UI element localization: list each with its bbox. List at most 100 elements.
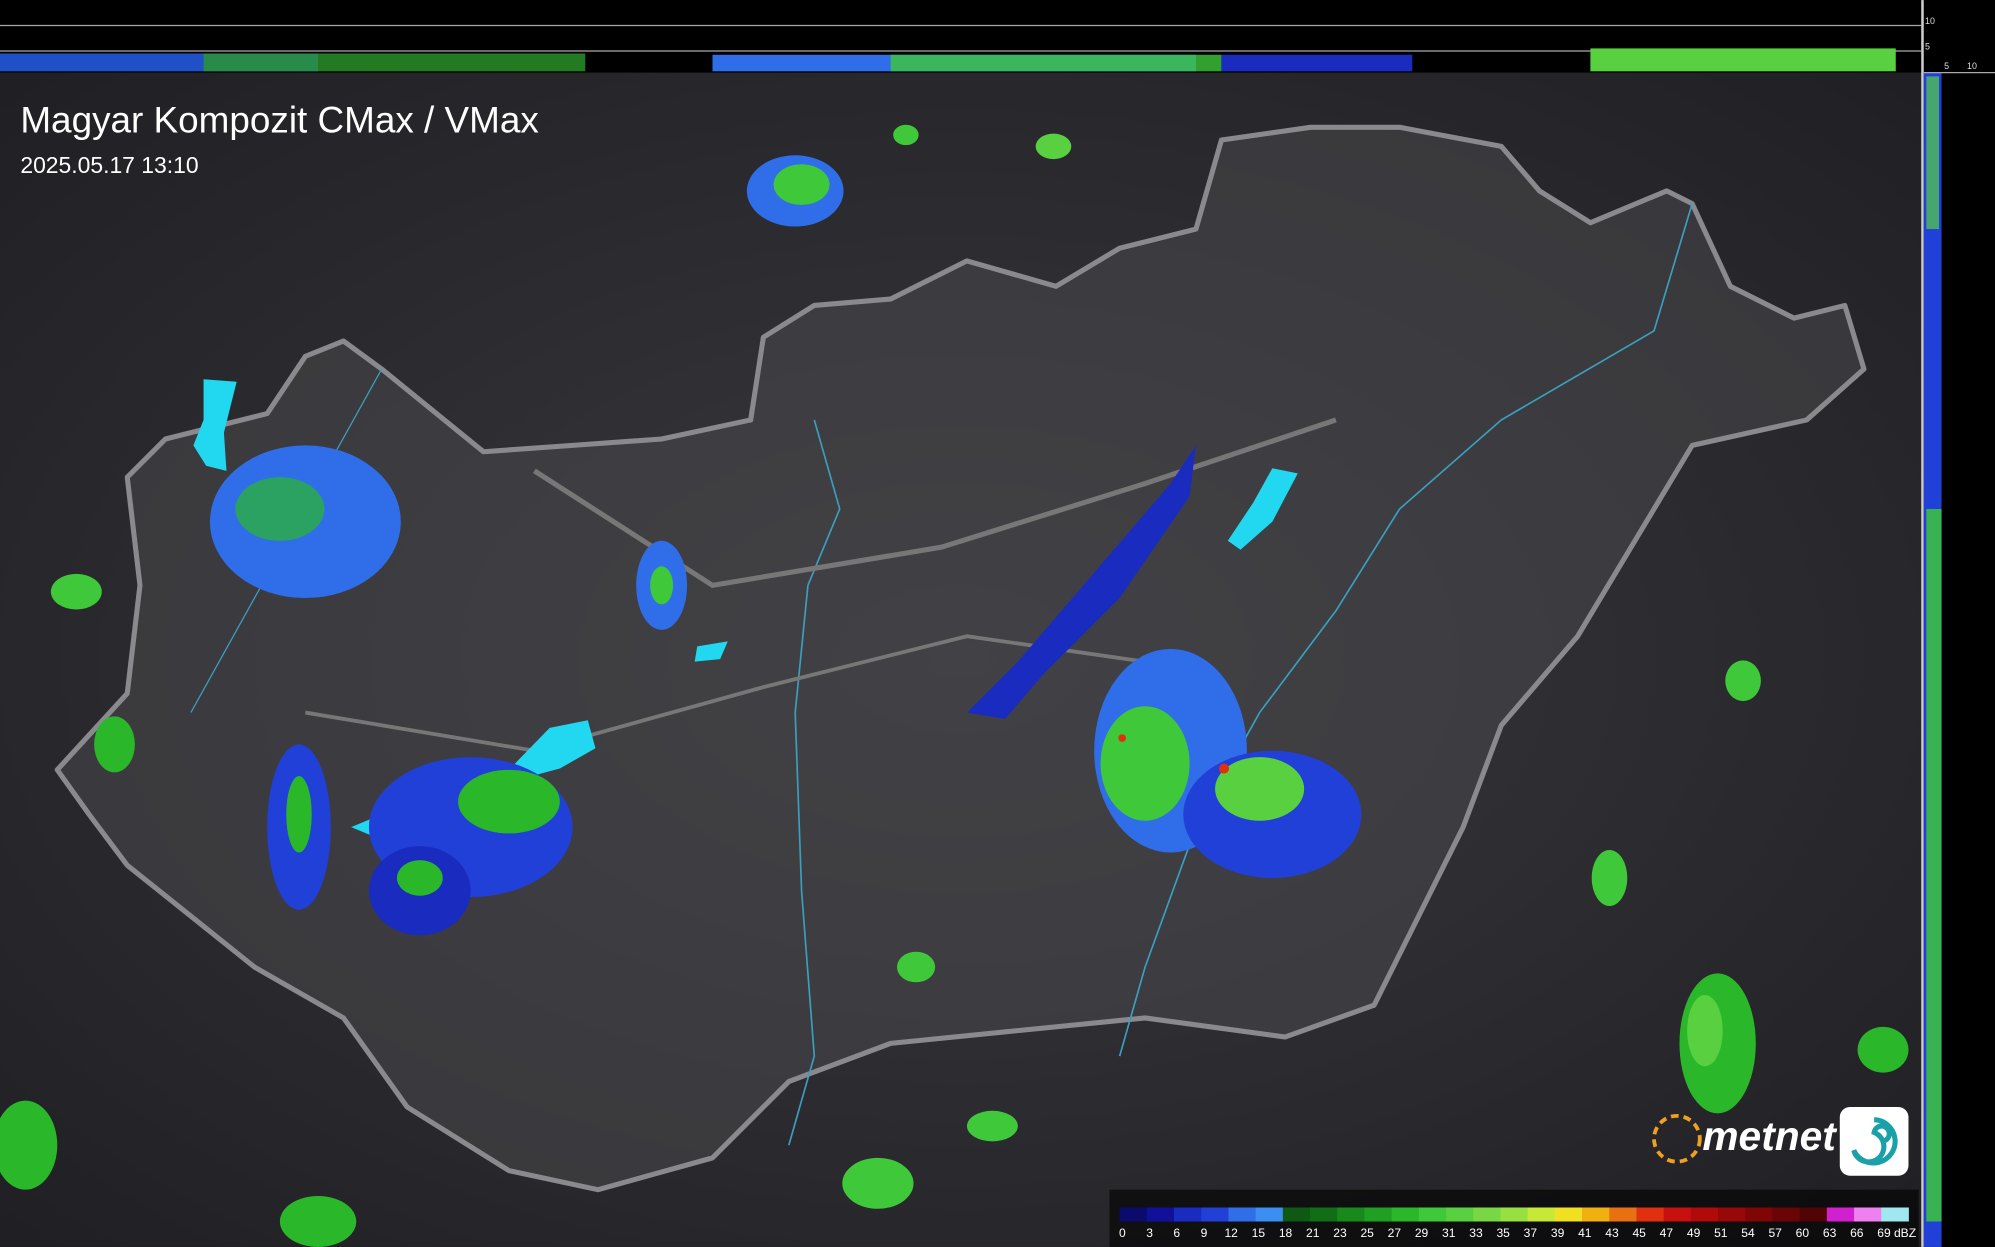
legend-label: 51 xyxy=(1714,1226,1728,1240)
profile-label: 5 xyxy=(1925,42,1930,52)
profile-label: 5 xyxy=(1944,61,1949,71)
radar-echoes xyxy=(0,124,1909,1247)
logo-part xyxy=(1652,1113,1702,1164)
radar-echoes-part xyxy=(235,477,325,541)
radar-echoes-part xyxy=(966,1110,1018,1142)
profile-strip-part xyxy=(1921,0,1924,1247)
legend-swatch xyxy=(1582,1207,1610,1222)
legend-swatch xyxy=(1282,1207,1311,1222)
legend-swatch xyxy=(1174,1207,1202,1222)
radar-echoes-part xyxy=(650,566,674,605)
radar-echoes-part xyxy=(1687,995,1723,1067)
title: Magyar Kompozit CMax / VMax xyxy=(20,99,539,140)
legend-swatch xyxy=(1718,1207,1746,1222)
legend-swatch xyxy=(1391,1207,1420,1222)
radar-echoes-part xyxy=(1218,763,1230,774)
legend-swatch xyxy=(1473,1207,1501,1222)
logo-text: metnet xyxy=(1702,1113,1837,1159)
legend-label: 0 xyxy=(1119,1226,1126,1240)
legend-swatch xyxy=(1554,1207,1583,1222)
legend-label: 60 xyxy=(1796,1226,1810,1240)
radar-echoes-part xyxy=(1215,757,1305,821)
radar-echoes-part xyxy=(1725,660,1761,702)
legend-label: 25 xyxy=(1360,1226,1374,1240)
legend-label: 6 xyxy=(1173,1226,1180,1240)
legend-label: 49 xyxy=(1687,1226,1701,1240)
legend-unit: dBZ xyxy=(1894,1226,1916,1240)
legend-swatch xyxy=(1255,1207,1284,1222)
legend-swatch xyxy=(1500,1207,1529,1222)
legend-swatch xyxy=(1446,1207,1474,1222)
legend-label: 21 xyxy=(1306,1226,1320,1240)
radar-echoes-part xyxy=(0,1100,58,1190)
radar-echoes-part xyxy=(1591,849,1628,906)
legend-label: 35 xyxy=(1496,1226,1510,1240)
legend-label: 23 xyxy=(1333,1226,1347,1240)
legend-swatch xyxy=(1418,1207,1447,1222)
rivers-part xyxy=(1118,203,1693,1057)
radar-echoes-part xyxy=(1857,1026,1909,1073)
legend-swatch xyxy=(1799,1207,1828,1222)
legend-swatch xyxy=(1310,1207,1338,1222)
legend-label: 43 xyxy=(1605,1226,1619,1240)
radar-echoes-part xyxy=(396,860,443,896)
legend-swatch xyxy=(1881,1207,1909,1222)
legend-label: 31 xyxy=(1442,1226,1456,1240)
legend: 0 3 6 9 12 15 18 21 23 25 27 29 31 33 35 37 39 41 43 45 47 49… xyxy=(1119,1207,1916,1240)
radar-echoes-part xyxy=(1100,706,1190,821)
rivers-part xyxy=(788,419,841,1146)
legend-swatch xyxy=(1337,1207,1365,1222)
radar-echoes-part xyxy=(94,716,135,773)
lakes-part xyxy=(193,379,237,471)
legend-swatch xyxy=(1854,1207,1882,1222)
legend-label: 69 xyxy=(1877,1226,1891,1240)
legend-label: 66 xyxy=(1850,1226,1864,1240)
profile-strip-part xyxy=(1926,76,1940,230)
legend-swatch xyxy=(1527,1207,1556,1222)
legend-swatch xyxy=(1201,1207,1229,1222)
legend-label: 15 xyxy=(1252,1226,1266,1240)
legend-label: 27 xyxy=(1388,1226,1402,1240)
profile-label: 10 xyxy=(1925,16,1935,26)
profile-strip-part xyxy=(1590,48,1896,72)
legend-swatch xyxy=(1826,1207,1855,1222)
legend-label: 37 xyxy=(1524,1226,1538,1240)
legend-label: 47 xyxy=(1660,1226,1674,1240)
legend-swatch xyxy=(1364,1207,1393,1222)
profile-strip-part xyxy=(1926,508,1942,1222)
legend-swatch xyxy=(1745,1207,1773,1222)
legend-label: 57 xyxy=(1768,1226,1782,1240)
rivers-part xyxy=(305,634,1146,753)
logo-part xyxy=(1851,1117,1898,1166)
lakes-part xyxy=(1227,468,1298,550)
radar-echoes-part xyxy=(1118,734,1127,742)
radar-echoes-part xyxy=(50,573,102,610)
legend-label: 41 xyxy=(1578,1226,1592,1240)
legend-swatch xyxy=(1609,1207,1637,1222)
legend-swatch xyxy=(1228,1207,1257,1222)
country-outline xyxy=(54,124,1867,1193)
logo xyxy=(1652,1106,1909,1176)
legend-swatch xyxy=(1636,1207,1665,1222)
legend-swatch xyxy=(1663,1207,1692,1222)
radar-echoes-part xyxy=(966,445,1196,719)
timestamp: 2025.05.17 13:10 xyxy=(20,152,198,178)
legend-label: 12 xyxy=(1224,1226,1238,1240)
legend-swatch xyxy=(1119,1207,1148,1222)
radar-echoes-part xyxy=(279,1196,357,1247)
radar-echoes-part xyxy=(896,951,936,983)
legend-swatch xyxy=(1146,1207,1175,1222)
radar-echoes-part xyxy=(1035,133,1072,160)
radar-echoes-part xyxy=(842,1157,914,1209)
profile-strip-part xyxy=(1221,54,1413,72)
legend-label: 39 xyxy=(1551,1226,1565,1240)
profile-strip-part xyxy=(203,53,586,72)
profile-strip-part xyxy=(890,54,1222,72)
legend-label: 9 xyxy=(1201,1226,1208,1240)
profile-label: 10 xyxy=(1967,61,1977,71)
radar-echoes-part xyxy=(893,124,919,146)
legend-label: 54 xyxy=(1741,1226,1755,1240)
